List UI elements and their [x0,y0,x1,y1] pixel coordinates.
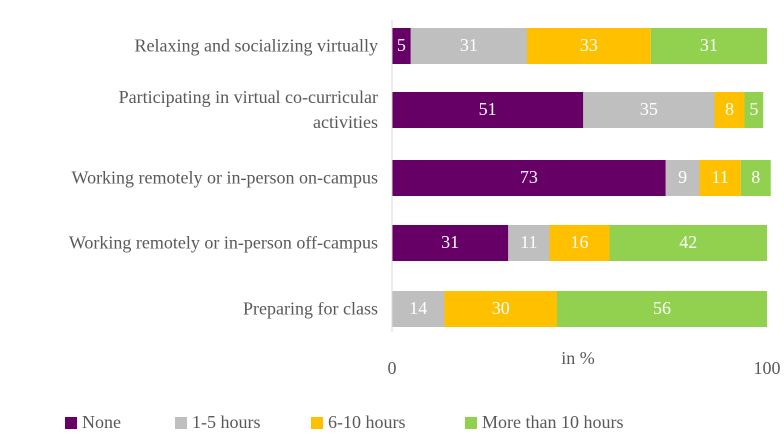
data-label: 5 [397,35,406,55]
bar-segment [392,28,411,64]
data-label: 11 [520,232,537,252]
data-label: 8 [751,167,760,187]
y-tick-label: Preparing for class [243,298,378,319]
bar-segment [699,160,741,196]
bar-segment [609,225,767,261]
x-tick-label: 100 [754,358,781,378]
y-tick-label: Relaxing and socializing virtually [134,35,378,56]
legend-swatch [65,417,77,429]
bar-segment [650,28,767,64]
x-axis-label: in % [561,348,595,368]
bar-segment [392,291,445,327]
legend-label: None [82,412,121,432]
data-label: 9 [678,167,687,187]
data-label: 51 [479,99,497,119]
bar-segment [508,225,550,261]
data-label: 8 [725,99,734,119]
data-label: 42 [679,232,697,252]
bar-segment [744,92,764,128]
data-label: 31 [460,35,478,55]
bar-segment [665,160,700,196]
data-label: 56 [653,298,671,318]
x-tick-label: 0 [388,358,397,378]
bar-segment [527,28,651,64]
legend-swatch [311,417,323,429]
data-label: 31 [700,35,718,55]
data-label: 30 [492,298,510,318]
data-label: 5 [749,99,758,119]
data-label: 33 [580,35,598,55]
y-tick-label: Working remotely or in-person off-campus [68,232,378,253]
bar-segment [557,291,767,327]
bar-segment [410,28,527,64]
legend-swatch [175,417,187,429]
bar-segment [740,160,771,196]
bar-segment [549,225,610,261]
bar-segment [392,225,509,261]
y-tick-label: Working remotely or in-person on-campus [71,167,378,188]
y-tick-label: Participating in virtual co-curricular a… [118,87,378,132]
legend-swatch [465,417,477,429]
bar-segment [583,92,715,128]
bar-segment [392,92,584,128]
legend-label: 1-5 hours [192,412,261,432]
data-label: 73 [520,167,538,187]
bar-segment [392,160,666,196]
data-label: 14 [409,298,427,318]
data-label: 11 [711,167,728,187]
data-label: 16 [571,232,589,252]
data-label: 35 [640,99,658,119]
bar-segment [444,291,557,327]
legend-label: 6-10 hours [328,412,406,432]
legend-label: More than 10 hours [482,412,623,432]
bar-segment [714,92,745,128]
data-label: 31 [441,232,459,252]
